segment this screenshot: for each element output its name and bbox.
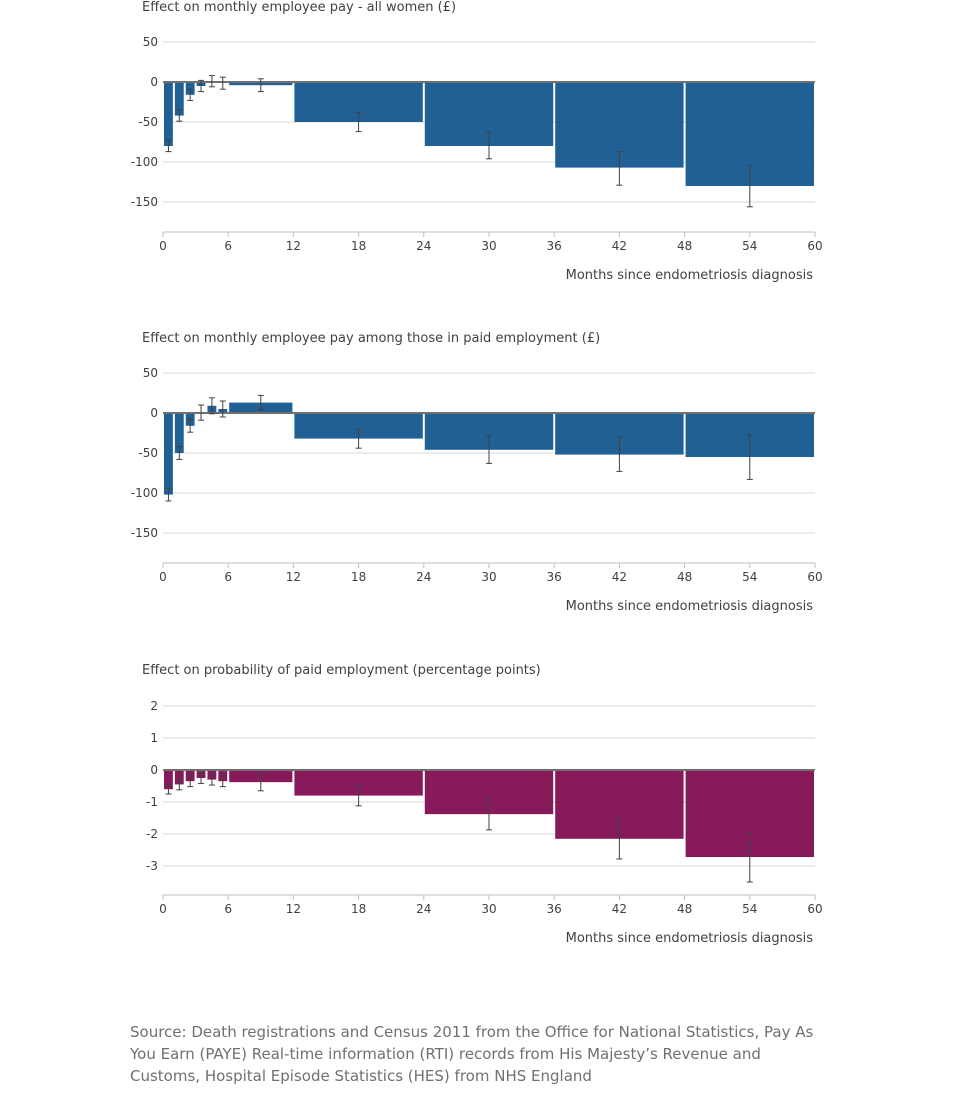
x-tick-label: 24 (416, 239, 431, 253)
y-tick-label: -1 (146, 795, 158, 809)
x-tick-label: 42 (612, 570, 627, 584)
x-tick-label: 54 (742, 570, 757, 584)
x-tick-label: 12 (286, 902, 301, 916)
chart-plot-area: 50 0 -50 -100 -150 0 6 12 18 24 30 36 42 48 54 60 (131, 35, 823, 253)
x-tick-label: 60 (807, 902, 822, 916)
x-axis-label: Months since endometriosis diagnosis (565, 931, 813, 946)
y-tick-label: -2 (146, 827, 158, 841)
x-tick-label: 48 (677, 570, 692, 584)
chart-plot-area: 2 1 0 -1 -2 -3 0 6 12 18 24 30 36 42 48 54 60 (146, 699, 823, 916)
x-tick-label: 24 (416, 570, 431, 584)
x-tick-label: 30 (481, 239, 496, 253)
x-tick-label: 0 (159, 902, 167, 916)
x-tick-label: 18 (351, 570, 366, 584)
y-tick-label: -50 (138, 446, 158, 460)
x-tick-label: 12 (286, 570, 301, 584)
x-tick-label: 36 (547, 902, 562, 916)
bar (174, 413, 184, 453)
chart-title: Effect on monthly employee pay - all wom… (142, 0, 457, 15)
x-tick-label: 18 (351, 239, 366, 253)
x-tick-label: 0 (159, 239, 167, 253)
x-axis-label: Months since endometriosis diagnosis (565, 599, 813, 614)
y-tick-label: 1 (150, 731, 158, 745)
chart-pay-all-women: Effect on monthly employee pay - all wom… (0, 0, 960, 300)
chart-title: Effect on monthly employee pay among tho… (142, 331, 601, 346)
x-tick-label: 30 (481, 570, 496, 584)
bar (174, 82, 184, 116)
chart-pay-in-employment: Effect on monthly employee pay among tho… (0, 331, 960, 631)
x-tick-label: 48 (677, 239, 692, 253)
y-tick-label: 0 (150, 75, 158, 89)
chart-title: Effect on probability of paid employment… (142, 663, 541, 678)
x-tick-label: 36 (547, 570, 562, 584)
y-tick-label: -150 (131, 526, 158, 540)
bar (164, 82, 173, 146)
chart-plot-area: 50 0 -50 -100 -150 0 6 12 18 24 30 36 42 48 54 60 (131, 366, 823, 584)
x-tick-label: 6 (224, 239, 232, 253)
y-tick-label: -3 (146, 859, 158, 873)
x-tick-label: 0 (159, 570, 167, 584)
x-tick-label: 42 (612, 239, 627, 253)
y-tick-label: -150 (131, 195, 158, 209)
y-tick-label: 50 (143, 35, 158, 49)
y-tick-label: -50 (138, 115, 158, 129)
x-tick-label: 36 (547, 239, 562, 253)
source-note: Source: Death registrations and Census 2… (130, 1023, 814, 1085)
y-tick-label: 0 (150, 406, 158, 420)
y-tick-label: -100 (131, 486, 158, 500)
y-tick-label: 2 (150, 699, 158, 713)
bar (174, 770, 184, 785)
x-tick-label: 30 (481, 902, 496, 916)
x-tick-label: 60 (807, 239, 822, 253)
x-tick-label: 12 (286, 239, 301, 253)
chart-probability-employment: Effect on probability of paid employment… (0, 663, 960, 963)
bar (164, 770, 173, 790)
x-tick-label: 54 (742, 239, 757, 253)
x-tick-label: 18 (351, 902, 366, 916)
x-tick-label: 60 (807, 570, 822, 584)
x-tick-label: 24 (416, 902, 431, 916)
x-tick-label: 54 (742, 902, 757, 916)
x-axis-label: Months since endometriosis diagnosis (565, 268, 813, 283)
y-tick-label: 0 (150, 763, 158, 777)
x-tick-label: 6 (224, 570, 232, 584)
x-tick-label: 6 (224, 902, 232, 916)
x-tick-label: 48 (677, 902, 692, 916)
y-tick-label: 50 (143, 366, 158, 380)
bar (164, 413, 173, 495)
bar (185, 82, 195, 95)
y-tick-label: -100 (131, 155, 158, 169)
x-tick-label: 42 (612, 902, 627, 916)
